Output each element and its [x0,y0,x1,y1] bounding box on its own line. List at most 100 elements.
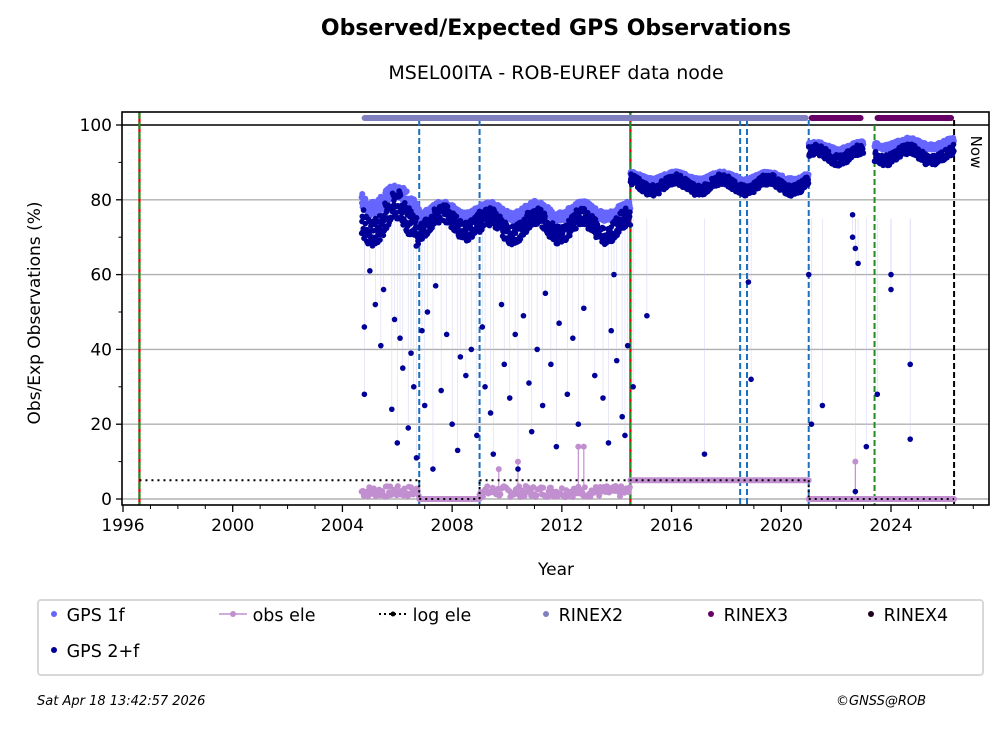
gps2f-point [805,180,812,187]
legend-marker-icon [219,606,247,626]
obs-ele-point [540,484,547,491]
gps2f-outlier-point [421,402,428,409]
gps2f-outlier-point [526,380,532,386]
gps2f-outlier-point [748,376,754,383]
legend-marker-icon [704,606,718,626]
gps2f-outlier-point [852,245,859,252]
legend-marker-icon [864,606,878,626]
chart-title: Observed/Expected GPS Observations [320,16,792,41]
obs-ele-point [533,492,540,499]
gps2f-series [358,141,957,495]
obs-ele-series [358,443,958,502]
x-tick-label: 1996 [101,516,144,536]
gps2f-outlier-point [408,350,414,356]
gps2f-outlier-point [819,402,826,409]
legend-item-gps-2-f: GPS 2+f [47,642,139,662]
legend-label: RINEX2 [558,606,624,626]
gps1f-point [362,195,369,202]
gps2f-point [517,236,524,242]
obs-ele-point [617,493,624,500]
axes [116,111,990,512]
obs-ele-point [387,483,394,490]
gps2f-point [512,230,519,237]
gps2f-point [566,232,573,239]
gps2f-outlier-point [512,331,519,338]
gps2f-outlier-point [498,301,505,308]
x-tick-label: 2012 [540,516,583,536]
log-ele-series [139,479,955,500]
legend-label: RINEX3 [723,606,789,626]
gps2f-outlier-point [449,421,455,428]
gps2f-outlier-point [432,283,439,289]
gps2f-point [771,172,777,179]
gps2f-outlier-point [361,324,368,330]
gps2f-outlier-point [520,312,527,319]
legend-label: GPS 2+f [66,642,140,662]
gps2f-outlier-point [591,372,598,379]
gps2f-point [622,223,629,230]
legend: GPS 1f obs ele log ele RINEX2 RINEX3 RIN… [37,599,984,676]
gps2f-outlier-point [605,440,612,446]
obs-ele-point [581,484,588,491]
gps2f-outlier-point [487,410,494,416]
gps2f-outlier-point [907,436,913,442]
legend-item-obs-ele: obs ele [219,606,315,626]
y-tick-label: 80 [90,191,112,211]
gps2f-point [950,141,957,148]
gps2f-outlier-point [888,271,894,278]
obs-ele-point [852,458,859,465]
gps2f-outlier-point [852,488,859,495]
gps1f-series [358,134,957,225]
chart-subtitle: MSEL00ITA - ROB-EUREF data node [388,62,724,84]
obs-ele-point [596,492,603,499]
gps2f-outlier-point [619,413,625,420]
gps1f-point [359,191,366,198]
obs-ele-point [569,494,576,501]
y-axis-label: Obs/Exp Observations (%) [25,202,45,425]
gps2f-outlier-point [361,391,368,398]
gps2f-outlier-point [855,260,861,267]
gps2f-outlier-point [454,447,461,454]
gps2f-outlier-point [564,391,571,398]
y-tick-label: 20 [90,415,112,435]
gps2f-outlier-point [394,440,401,446]
gps2f-outlier-point [479,324,486,330]
legend-item-gps-1f: GPS 1f [47,606,125,626]
obs-ele-point [580,443,587,450]
gps2f-outlier-point [482,384,488,390]
obs-connector-lines [364,214,911,492]
obs-ele-point [394,483,401,490]
gps2f-outlier-point [399,365,406,371]
legend-label: GPS 1f [66,606,125,626]
gps2f-point [627,222,634,228]
legend-label: obs ele [252,606,316,626]
gps2f-outlier-point [745,279,752,285]
y-tick-label: 60 [90,266,112,286]
chart-plot: 0 20 40 60 80 100 1996 2000 2004 2008 2012 2016 2020… [25,111,990,580]
now-label: Now [967,136,985,169]
grid-lines [122,124,989,500]
tick-labels: 0 20 40 60 80 100 1996 2000 2004 2008 2012 2016 2020… [80,116,913,536]
gps2f-outlier-point [874,391,881,398]
gps2f-outlier-point [424,309,431,315]
gps2f-outlier-point [380,286,387,293]
gps2f-outlier-point [808,421,815,428]
gps2f-point [542,213,548,220]
gps2f-outlier-point [413,455,420,461]
gps2f-outlier-point [501,361,508,368]
x-axis-label: Year [537,560,574,580]
gps2f-outlier-point [581,305,587,312]
legend-label: log ele [412,606,472,626]
gps2f-outlier-point [548,361,554,368]
gps2f-point [573,225,579,232]
legend-marker-icon [379,606,407,626]
gps2f-outlier-point [410,384,417,390]
gps2f-point [377,237,383,243]
legend-item-rinex4: RINEX4 [864,606,948,626]
gps2f-point [391,197,397,204]
gps2f-outlier-point [556,320,562,327]
gps2f-outlier-point [490,451,497,457]
gps2f-outlier-point [570,335,576,341]
axes-frame [121,111,990,506]
gps1f-point [413,200,420,207]
